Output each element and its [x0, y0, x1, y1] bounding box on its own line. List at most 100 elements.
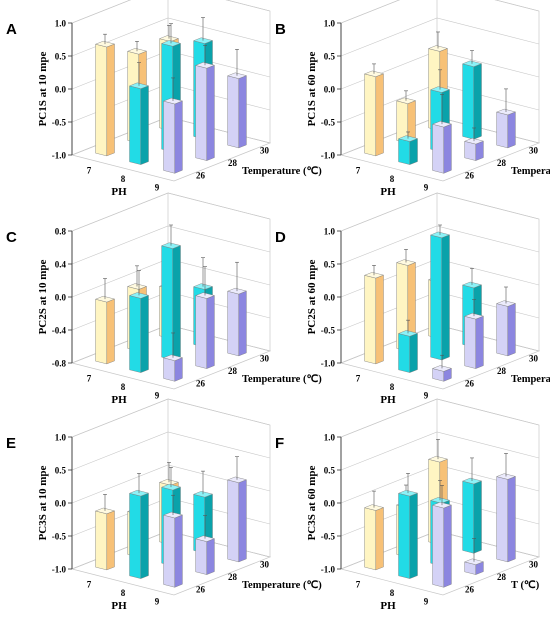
bars [94, 17, 248, 174]
bar-front [163, 357, 176, 382]
bar-front [129, 85, 142, 165]
bar-front [462, 480, 475, 554]
x-tick-label: 8 [390, 588, 395, 598]
bar-top [128, 292, 150, 299]
y-tick-label: -1.0 [52, 151, 67, 161]
panel-e: 1.0 0.5 0.0 -0.5 -1.0 7 8 9 PH 26 28 30 Temperature … [6, 398, 322, 612]
y-tick-label: 1.0 [324, 227, 336, 237]
bar-top [192, 37, 214, 44]
gridline [71, 0, 271, 24]
bar-top [126, 48, 148, 55]
bar-top [94, 295, 116, 303]
bar-top [226, 287, 248, 295]
x-tick-label: 8 [121, 588, 126, 598]
bar-front [398, 138, 411, 165]
bar-ph7-t26 [363, 490, 385, 571]
z-tick-label: 28 [228, 158, 238, 168]
x-tick-label: 8 [121, 174, 126, 184]
gridline [340, 17, 540, 57]
bar-side [140, 85, 149, 165]
y-tick-label: 0.8 [55, 227, 67, 237]
z-tick-label: 30 [529, 353, 539, 363]
y-tick-label: 0.0 [55, 85, 67, 95]
bar-ph8-t26 [397, 473, 419, 579]
bar-top [429, 497, 451, 504]
bar-side [140, 295, 149, 373]
x-tick-label: 9 [155, 597, 160, 607]
x-tick-label: 9 [155, 183, 160, 193]
bar-ph8-t30 [461, 457, 483, 554]
z-tick-label: 28 [497, 158, 507, 168]
z-tick-label: 30 [260, 559, 270, 569]
bar-ph9-t26 [162, 77, 184, 174]
y-tick-label: -0.5 [321, 326, 336, 336]
bar-top [395, 97, 417, 104]
panel-letter: C [6, 229, 17, 246]
bar-top [160, 483, 182, 491]
z-tick-label: 26 [465, 585, 475, 595]
bar-side [441, 234, 450, 361]
bar-front [496, 303, 509, 357]
bar-front [432, 123, 445, 174]
bar-side [443, 123, 452, 174]
bar-ph9-t26 [162, 494, 184, 588]
x-axis-label: PH [380, 186, 396, 198]
bar-front [163, 100, 176, 174]
z-tick-label: 30 [529, 559, 539, 569]
bar-side [507, 476, 516, 563]
x-tick-label: 7 [87, 373, 92, 383]
gridline [340, 0, 540, 24]
panel-f: 1.0 0.5 0.0 -0.5 -1.0 7 8 9 PH 26 28 30 T (℃) PC3S at… [275, 398, 541, 612]
bar-front [129, 493, 142, 579]
y-tick-label: -1.0 [321, 565, 336, 575]
back-wall [436, 0, 540, 144]
gridline [71, 398, 271, 438]
bar-top [162, 354, 184, 361]
bar-top [194, 292, 216, 299]
back-wall [167, 0, 271, 144]
gridline [340, 192, 540, 232]
x-tick-label: 8 [390, 174, 395, 184]
panel-letter: E [6, 435, 16, 452]
bar-side [473, 480, 482, 554]
x-tick-label: 8 [390, 382, 395, 392]
bar-ph9-t30 [495, 286, 517, 357]
bar-side [174, 100, 183, 174]
z-tick-label: 28 [228, 366, 238, 376]
bar-front [227, 290, 240, 357]
x-axis-label: PH [111, 600, 127, 612]
bar-ph9-t28 [194, 266, 216, 369]
bar-ph7-t26 [94, 33, 116, 157]
bar-side [409, 492, 418, 579]
bar-top [162, 97, 184, 105]
y-tick-label: 0.0 [55, 499, 67, 509]
bar-ph8-t26 [397, 131, 419, 165]
bar-ph7-t26 [94, 494, 116, 571]
y-tick-label: 0.5 [55, 52, 67, 62]
x-tick-label: 7 [356, 579, 361, 589]
bar-ph9-t28 [194, 45, 216, 161]
z-tick-label: 30 [260, 353, 270, 363]
y-tick-label: -0.5 [52, 532, 67, 542]
bar-front [227, 75, 240, 149]
bar-top [461, 477, 483, 485]
bar-top [226, 476, 248, 483]
bar-top [431, 120, 453, 128]
bar-front [195, 295, 208, 369]
y-tick-label: -1.0 [321, 359, 336, 369]
y-tick-label: 0.0 [324, 85, 336, 95]
bar-front [95, 43, 108, 157]
bar-front [496, 111, 509, 149]
y-axis-label: PC3S at 60 mpe [306, 465, 318, 540]
bar-ph9-t26 [431, 485, 453, 588]
z-tick-label: 30 [260, 145, 270, 155]
y-tick-label: 0.0 [324, 293, 336, 303]
bar-side [106, 43, 115, 157]
gridline [340, 225, 540, 265]
bar-top [431, 501, 453, 509]
bar-side [206, 295, 215, 369]
y-tick-label: -0.8 [52, 359, 67, 369]
panel-d: 1.0 0.5 0.0 -0.5 -1.0 7 8 9 PH 26 28 30 Temperature … [275, 192, 550, 406]
z-tick-label: 28 [497, 366, 507, 376]
bar-ph9-t30 [226, 456, 248, 563]
